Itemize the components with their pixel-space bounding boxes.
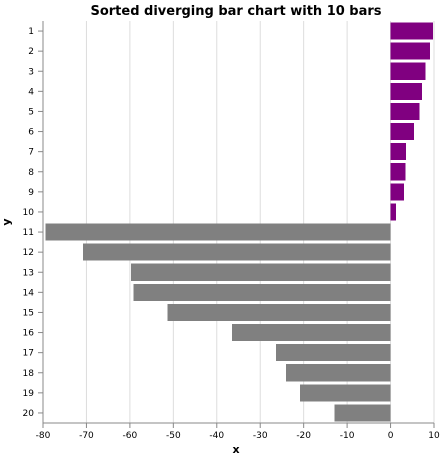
y-axis-tick-label: 7 [28, 148, 34, 158]
x-axis-title: x [232, 443, 239, 456]
bar-12 [83, 244, 391, 261]
y-axis-tick-label: 18 [23, 369, 35, 379]
bar-9 [391, 183, 404, 200]
x-axis-tick-label: -70 [79, 431, 94, 441]
y-axis-tick-label: 13 [23, 268, 34, 278]
bar-6 [391, 123, 414, 140]
bar-13 [131, 264, 390, 281]
bar-17 [276, 344, 391, 361]
x-axis-tick-label: -30 [253, 431, 268, 441]
x-axis-tick-label: -80 [36, 431, 51, 441]
bar-3 [391, 63, 426, 80]
bar-15 [168, 304, 391, 321]
y-axis-tick-label: 8 [28, 168, 34, 178]
x-axis-tick-label: -40 [209, 431, 224, 441]
y-axis-title: y [0, 218, 13, 225]
grid [43, 21, 434, 423]
x-axis-tick-label: -50 [166, 431, 181, 441]
y-axis-tick-label: 19 [23, 389, 35, 399]
bars [46, 23, 434, 422]
chart-title: Sorted diverging bar chart with 10 bars [90, 4, 381, 19]
bar-10 [391, 203, 396, 220]
y-axis-tick-label: 15 [23, 308, 34, 318]
y-axis-tick-label: 3 [28, 67, 34, 77]
bar-7 [391, 143, 407, 160]
bar-5 [391, 103, 420, 120]
y-axis-tick-label: 9 [28, 188, 34, 198]
bar-14 [133, 284, 390, 301]
x-axis-tick-label: -60 [123, 431, 138, 441]
y-axis-tick-label: 12 [23, 248, 34, 258]
y-axis-tick-label: 4 [28, 87, 34, 97]
y-axis-tick-label: 5 [28, 107, 34, 117]
y-axis-tick-label: 14 [23, 288, 35, 298]
bar-18 [286, 364, 391, 381]
y-axis-tick-label: 17 [23, 349, 34, 359]
bar-1 [391, 23, 434, 40]
y-axis-tick-label: 16 [23, 329, 35, 339]
x-axis-tick-label: -10 [340, 431, 355, 441]
bar-2 [391, 43, 431, 60]
y-axis-tick-label: 1 [28, 27, 34, 37]
y-axis-tick-label: 11 [23, 228, 34, 238]
x-axis-tick-label: 0 [388, 431, 394, 441]
bar-20 [335, 404, 391, 421]
bar-19 [300, 384, 390, 401]
x-axis-tick-label: 10 [428, 431, 440, 441]
bar-16 [232, 324, 391, 341]
y-axis-tick-label: 10 [23, 208, 35, 218]
y-axis-tick-label: 6 [28, 128, 34, 138]
bar-11 [46, 224, 391, 241]
bar-4 [391, 83, 422, 100]
x-axis-tick-label: -20 [296, 431, 311, 441]
bar-8 [391, 163, 406, 180]
y-axis-tick-label: 2 [28, 47, 34, 57]
y-axis-tick-label: 20 [23, 409, 35, 419]
